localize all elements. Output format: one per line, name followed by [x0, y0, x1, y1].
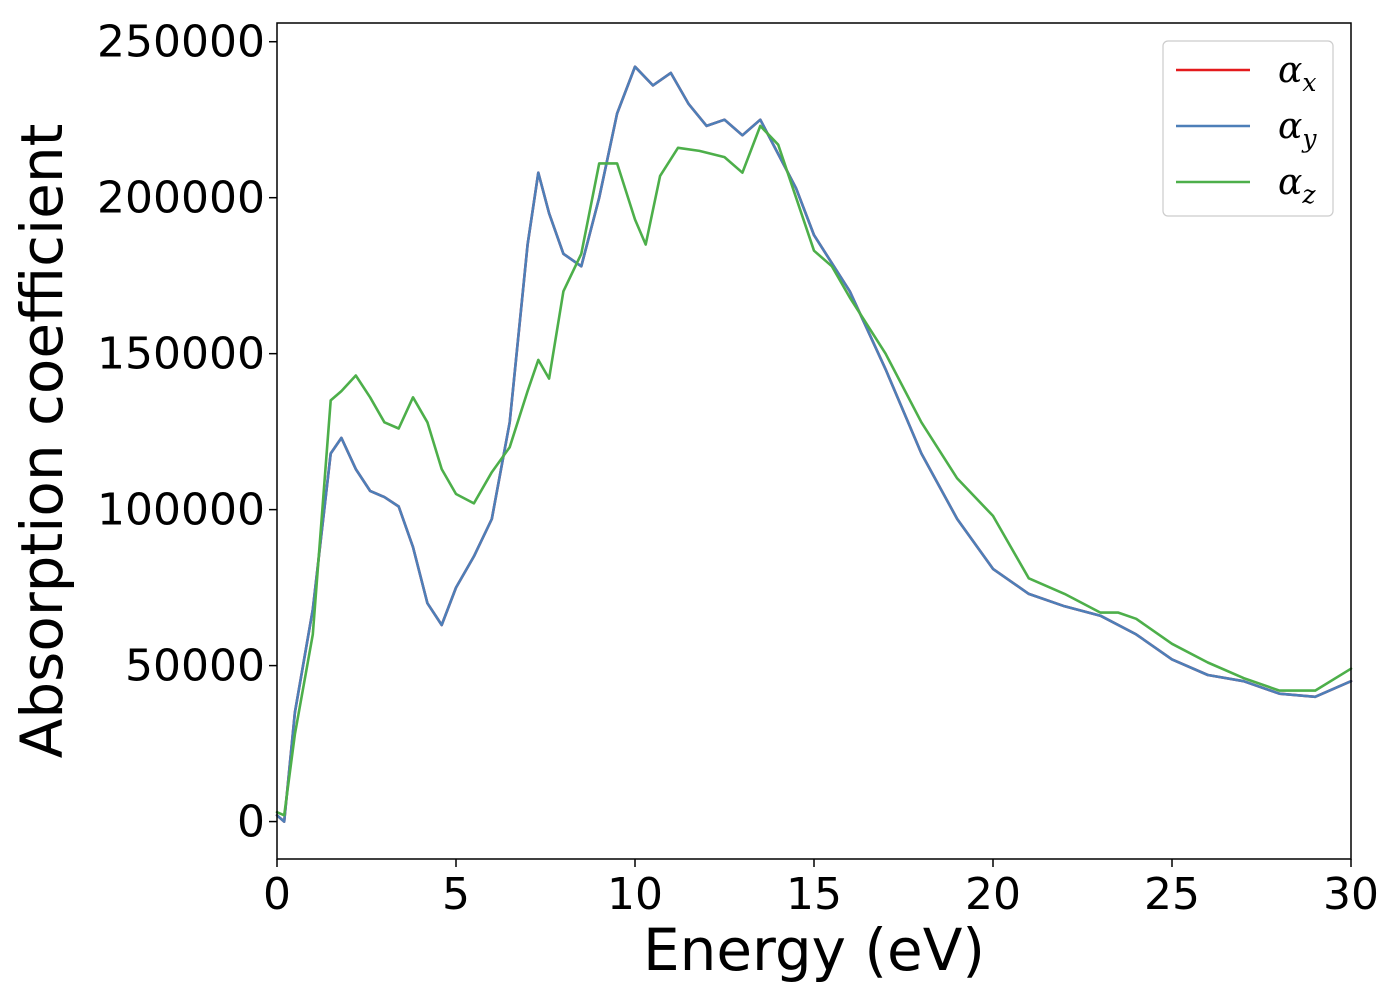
y-tick-label: 50000: [125, 641, 265, 692]
legend-label-symbol: α: [1278, 162, 1302, 203]
series-line-z: [275, 124, 1353, 817]
legend-label-x: αx: [1278, 50, 1316, 97]
y-tick-label: 200000: [97, 173, 265, 224]
x-tick-label: 25: [1144, 869, 1200, 920]
y-ticks: 0 50000 100000 150000 200000 250000: [97, 17, 277, 848]
legend-label-subscript: z: [1301, 180, 1316, 209]
x-ticks: 0 5 10 15 20 25 30: [263, 859, 1379, 920]
legend-label-y: αy: [1278, 106, 1317, 153]
legend-box: [1162, 40, 1334, 217]
legend-label-subscript: y: [1301, 124, 1317, 153]
x-axis-title: Energy (eV): [643, 916, 985, 984]
y-tick-label: 250000: [97, 17, 265, 68]
y-tick-label: 0: [237, 797, 265, 848]
plot-lines: [275, 65, 1353, 823]
x-tick-label: 5: [442, 869, 470, 920]
legend-label-subscript: x: [1302, 68, 1316, 97]
x-tick-label: 30: [1323, 869, 1379, 920]
legend-label-symbol: α: [1278, 50, 1302, 91]
series-line-y: [275, 65, 1353, 823]
y-axis-title: Absorption coefficient: [8, 124, 76, 759]
x-tick-label: 20: [965, 869, 1021, 920]
x-tick-label: 0: [263, 869, 291, 920]
legend-label-z: αz: [1278, 162, 1316, 209]
y-tick-label: 150000: [97, 329, 265, 380]
legend-label-symbol: α: [1278, 106, 1302, 147]
x-tick-label: 10: [607, 869, 663, 920]
y-tick-label: 100000: [97, 485, 265, 536]
plot-frame: [276, 22, 1352, 860]
x-tick-label: 15: [786, 869, 842, 920]
